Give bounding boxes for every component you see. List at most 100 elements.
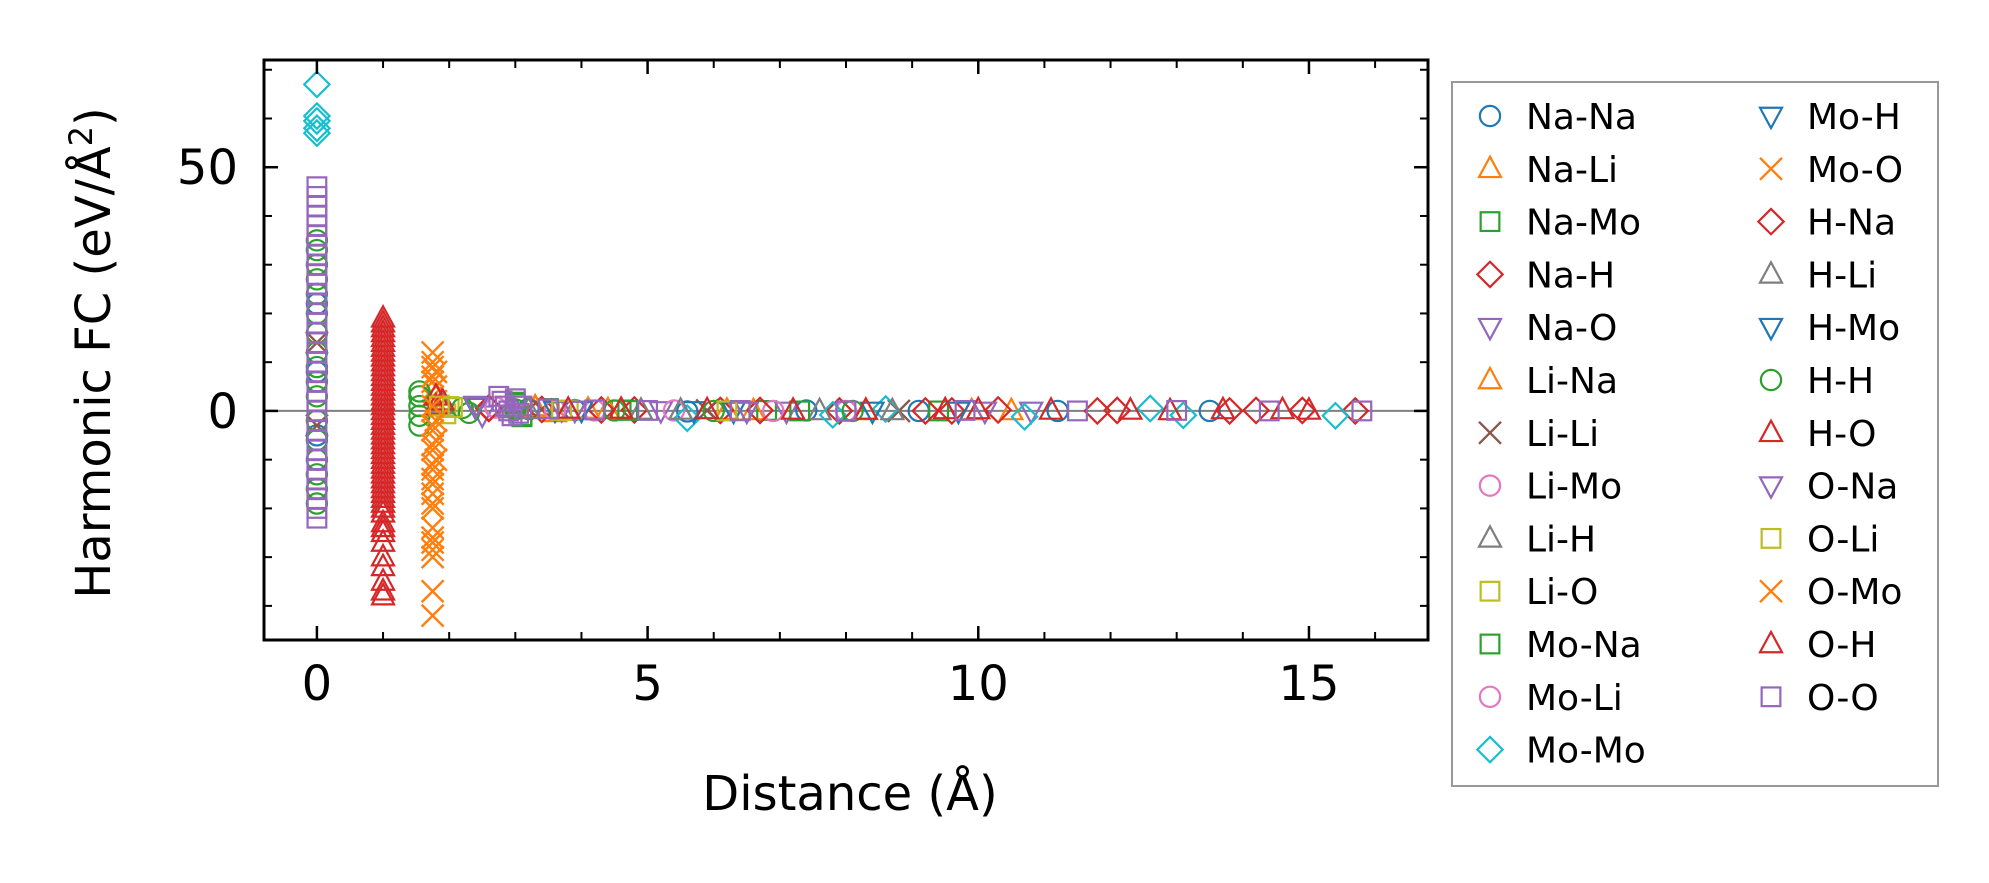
legend-item: Mo-Na	[1479, 625, 1642, 666]
y-tick-label: 0	[207, 384, 238, 440]
data-point	[370, 484, 396, 509]
legend-label: Li-Mo	[1526, 467, 1622, 508]
series-mo-mo	[302, 70, 1350, 433]
data-point	[537, 398, 559, 420]
data-point	[637, 399, 659, 421]
data-point	[762, 399, 785, 423]
data-point	[370, 542, 396, 567]
y-tick-label: 50	[177, 140, 238, 196]
series-o-na	[462, 396, 998, 426]
series-o-li	[428, 395, 738, 422]
legend-marker	[1477, 365, 1503, 390]
data-point	[420, 496, 445, 521]
legend-marker	[1758, 259, 1784, 284]
x-axis-label: Distance (Å)	[702, 765, 997, 822]
legend-marker	[1478, 420, 1502, 445]
legend-marker	[1478, 104, 1502, 128]
data-point	[911, 396, 940, 426]
data-point	[424, 408, 448, 433]
data-point	[370, 567, 396, 591]
legend-item: Na-O	[1477, 308, 1617, 349]
legend-label: H-H	[1807, 361, 1874, 402]
data-point	[474, 394, 504, 423]
data-markers	[302, 70, 1373, 628]
legend-label: Mo-H	[1807, 97, 1901, 138]
data-point	[937, 396, 967, 426]
data-point	[370, 498, 396, 523]
data-point	[647, 401, 674, 425]
data-point	[584, 399, 606, 421]
legend-item: Na-H	[1475, 255, 1615, 296]
series-h-o	[370, 308, 1296, 601]
data-point	[511, 395, 533, 417]
legend-item: O-Na	[1758, 467, 1898, 508]
series-o-o	[306, 176, 1373, 529]
legend-label: Na-Na	[1526, 97, 1637, 138]
legend-marker	[1758, 418, 1784, 443]
data-point	[420, 603, 445, 628]
data-point	[420, 433, 445, 457]
data-point	[420, 579, 445, 604]
data-point	[306, 507, 328, 529]
legend-label: Mo-Na	[1526, 625, 1642, 666]
data-point	[1010, 402, 1039, 431]
legend-item: Li-Mo	[1478, 467, 1622, 508]
data-point	[1241, 396, 1271, 425]
data-point	[1321, 401, 1350, 431]
legend-label: O-O	[1807, 678, 1879, 719]
legend-item: Na-Mo	[1479, 203, 1641, 244]
data-point	[879, 396, 906, 421]
data-point	[423, 381, 449, 406]
data-point	[617, 399, 639, 421]
data-point	[370, 528, 396, 552]
data-point	[420, 525, 445, 550]
data-point	[587, 395, 616, 425]
data-point	[871, 394, 900, 424]
legend-item: Mo-H	[1758, 97, 1901, 138]
data-point	[508, 402, 530, 424]
data-point	[662, 399, 686, 422]
data-point	[1018, 401, 1045, 426]
data-point	[555, 395, 582, 419]
data-point	[702, 399, 725, 423]
data-point	[420, 537, 445, 562]
legend-item: Mo-Mo	[1475, 731, 1646, 772]
legend-box	[1451, 81, 1939, 787]
legend-item: H-Mo	[1758, 308, 1900, 349]
legend-item: Li-Na	[1477, 361, 1618, 402]
legend-label: Na-Li	[1526, 150, 1618, 191]
data-point	[370, 581, 396, 606]
data-point	[773, 401, 800, 426]
data-point	[424, 360, 448, 384]
data-point	[442, 397, 463, 418]
legend-label: H-O	[1807, 414, 1876, 455]
data-point	[370, 552, 396, 577]
legend-marker	[1477, 317, 1503, 342]
legend-marker	[1758, 317, 1784, 342]
legend-item: H-Na	[1756, 203, 1896, 244]
legend-label: Li-Na	[1526, 361, 1618, 402]
legend-item: H-O	[1758, 414, 1876, 455]
legend-marker	[1759, 156, 1783, 181]
legend: Na-Na Na-Li Na-Mo Na-H Na-O Li-Na Li-Li Li-Mo Li…	[1451, 81, 1939, 787]
legend-label: Li-O	[1526, 572, 1598, 613]
data-point	[305, 492, 329, 515]
data-point	[835, 400, 857, 422]
data-point	[551, 399, 573, 421]
legend-label: H-Li	[1807, 255, 1877, 296]
legend-label: Mo-Mo	[1526, 731, 1646, 772]
data-point	[370, 489, 396, 513]
data-point	[1258, 400, 1280, 422]
data-point	[932, 395, 959, 420]
legend-marker	[1759, 368, 1783, 392]
data-point	[928, 400, 950, 422]
legend-marker	[1756, 207, 1786, 236]
data-point	[745, 396, 775, 425]
data-point	[302, 106, 332, 136]
data-point	[462, 396, 489, 421]
data-point	[1136, 394, 1165, 423]
legend-label: Li-Li	[1526, 414, 1599, 455]
data-point	[1351, 400, 1373, 422]
data-point	[733, 401, 760, 426]
legend-marker	[1479, 211, 1501, 233]
